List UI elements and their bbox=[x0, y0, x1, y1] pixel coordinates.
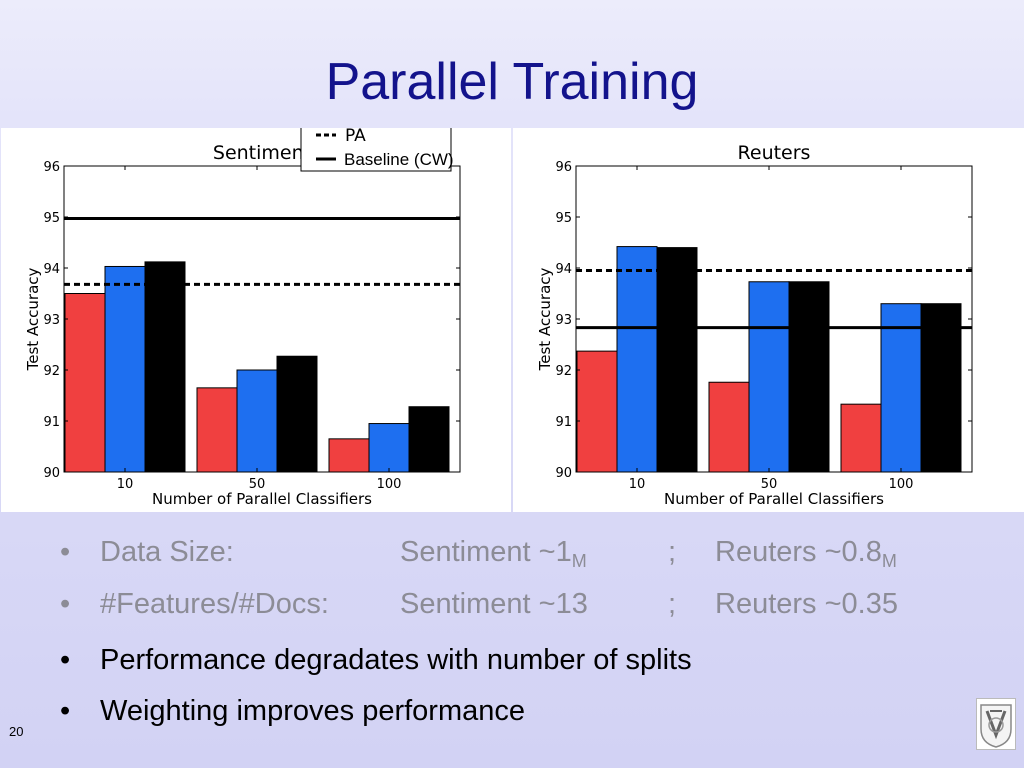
bar-weighted-10 bbox=[144, 261, 186, 473]
bullet-dot: • bbox=[60, 644, 71, 676]
legend: AverageUniformWeightedPABaseline (CW) bbox=[300, 128, 454, 172]
x-axis-label: Number of Parallel Classifiers bbox=[152, 490, 372, 508]
y-tick-label: 91 bbox=[43, 415, 60, 430]
reuters-chart: Reuters 10 50 100 90 91 92 93 94 95 96 Number of Pa… bbox=[536, 142, 973, 508]
x-tick-label: 50 bbox=[249, 477, 266, 492]
x-tick-label: 10 bbox=[629, 477, 646, 492]
bar-weighted-100 bbox=[920, 303, 962, 473]
bar-uniform-100 bbox=[368, 423, 410, 473]
y-tick-label: 92 bbox=[43, 364, 60, 379]
bar-uniform-100 bbox=[880, 303, 922, 473]
chart-title: Reuters bbox=[738, 142, 811, 164]
x-tick-label: 100 bbox=[377, 477, 402, 492]
bar-weighted-50 bbox=[276, 355, 318, 473]
bar-average-100 bbox=[840, 403, 882, 473]
chart-panel-reuters: Reuters 10 50 100 90 91 92 93 94 95 96 Number of Pa… bbox=[513, 128, 1024, 512]
bar-average-50 bbox=[196, 387, 238, 473]
page-number: 20 bbox=[9, 724, 24, 739]
y-tick-label: 96 bbox=[555, 160, 572, 175]
bullet-separator: ; bbox=[668, 588, 677, 620]
bullet-reuters-value: Reuters ~0.8M bbox=[715, 536, 897, 571]
bullet-reuters-value: Reuters ~0.35 bbox=[715, 588, 898, 620]
x-tick-label: 10 bbox=[117, 477, 134, 492]
y-tick-label: 95 bbox=[555, 211, 572, 226]
bullet-dot: • bbox=[60, 695, 71, 727]
bar-uniform-10 bbox=[616, 246, 658, 473]
plot-frame bbox=[575, 165, 973, 473]
bullet-dot: • bbox=[60, 588, 71, 620]
y-tick-label: 95 bbox=[43, 211, 60, 226]
y-tick-label: 91 bbox=[555, 415, 572, 430]
y-tick-label: 96 bbox=[43, 160, 60, 175]
bar-weighted-10 bbox=[656, 247, 698, 473]
bullet-sentiment-value: Sentiment ~1M bbox=[400, 536, 587, 571]
bar-weighted-50 bbox=[788, 281, 830, 473]
x-axis-label: Number of Parallel Classifiers bbox=[664, 490, 884, 508]
bullet-label: Data Size: bbox=[100, 536, 234, 568]
bar-weighted-100 bbox=[408, 406, 450, 473]
plot-frame bbox=[63, 165, 461, 473]
legend-pa-label: PA bbox=[345, 128, 366, 146]
bar-average-50 bbox=[708, 381, 750, 473]
legend-baseline-label: Baseline (CW) bbox=[344, 150, 454, 169]
y-tick-label: 93 bbox=[555, 313, 572, 328]
y-axis-label: Test Accuracy bbox=[536, 267, 554, 371]
y-tick-label: 93 bbox=[43, 313, 60, 328]
y-tick-label: 90 bbox=[555, 466, 572, 481]
sentiment-chart: Sentiment 10 50 100 90 91 92 93 94 95 96 Number of … bbox=[24, 128, 461, 508]
bullet-separator: ; bbox=[668, 536, 677, 568]
x-tick-label: 50 bbox=[761, 477, 778, 492]
bar-uniform-50 bbox=[748, 281, 790, 473]
chart-title: Sentiment bbox=[213, 142, 311, 164]
y-tick-label: 92 bbox=[555, 364, 572, 379]
y-axis-label: Test Accuracy bbox=[24, 267, 42, 371]
bullet-dot: • bbox=[60, 536, 71, 568]
y-tick-label: 94 bbox=[43, 262, 60, 277]
y-tick-label: 90 bbox=[43, 466, 60, 481]
bullet-label: #Features/#Docs: bbox=[100, 588, 329, 620]
bar-average-10 bbox=[64, 293, 106, 473]
chart-content: Reuters 10 50 100 90 91 92 93 94 95 96 Number of Pa… bbox=[536, 142, 973, 508]
bar-average-10 bbox=[576, 350, 618, 473]
bullet-sentiment-value: Sentiment ~13 bbox=[400, 588, 588, 620]
bullet-text: Performance degradates with number of sp… bbox=[100, 644, 692, 676]
chart-panel-sentiment: Sentiment 10 50 100 90 91 92 93 94 95 96 Number of … bbox=[1, 128, 511, 512]
bar-average-100 bbox=[328, 438, 370, 473]
slide-title: Parallel Training bbox=[325, 53, 699, 111]
bar-uniform-10 bbox=[104, 265, 146, 473]
university-logo bbox=[976, 698, 1016, 750]
chart-content: Sentiment 10 50 100 90 91 92 93 94 95 96 Number of … bbox=[24, 128, 461, 508]
x-tick-label: 100 bbox=[889, 477, 914, 492]
bar-uniform-50 bbox=[236, 369, 278, 473]
y-tick-label: 94 bbox=[555, 262, 572, 277]
bullet-text: Weighting improves performance bbox=[100, 695, 525, 727]
